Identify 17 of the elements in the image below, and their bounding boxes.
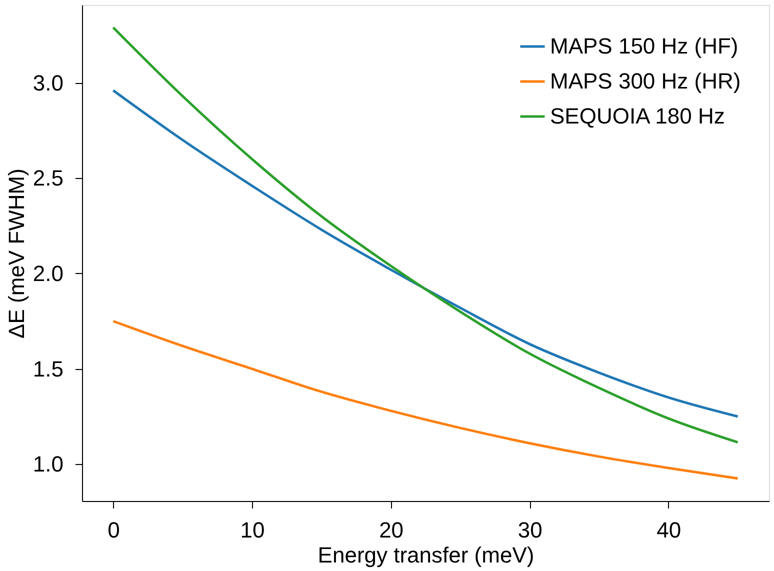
x-tick-label: 40 <box>656 518 682 542</box>
x-tick-label: 30 <box>518 518 542 542</box>
legend-label: SEQUOIA 180 Hz <box>550 104 725 128</box>
line-series <box>112 320 740 480</box>
x-tick-label: 10 <box>240 518 265 542</box>
y-tick-label: 3.0 <box>32 70 64 96</box>
legend-label: MAPS 300 Hz (HR) <box>550 68 741 94</box>
y-axis-title: ΔE (meV FWHM) <box>4 168 29 338</box>
x-tick-label: 20 <box>379 518 404 542</box>
x-tick-label: 0 <box>108 518 120 542</box>
y-tick-label: 2.0 <box>32 261 64 286</box>
x-axis-title: Energy transfer (meV) <box>318 542 534 568</box>
line-series <box>112 26 740 444</box>
y-tick-label: 1.0 <box>32 452 64 477</box>
legend-label: MAPS 150 Hz (HF) <box>550 34 738 58</box>
y-tick-label: 1.5 <box>32 356 64 382</box>
y-tick-label: 2.5 <box>32 166 64 191</box>
